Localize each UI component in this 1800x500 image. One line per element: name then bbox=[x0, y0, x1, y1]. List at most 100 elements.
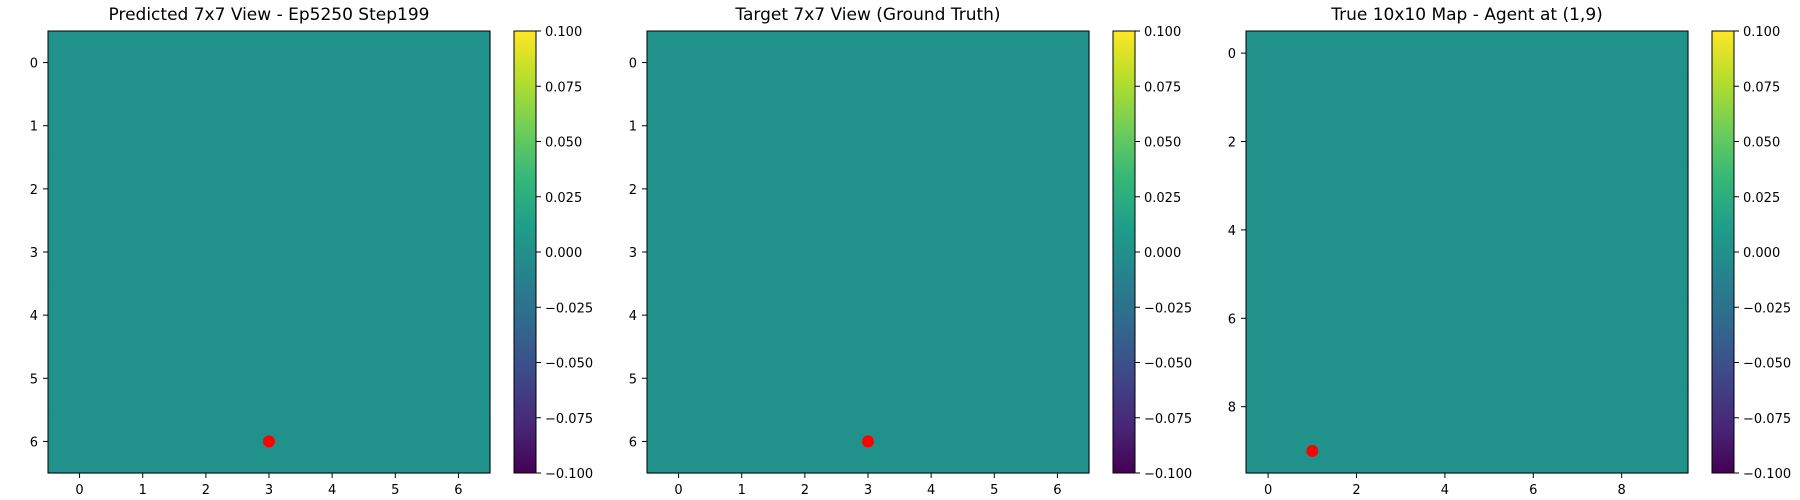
heatmap-cell bbox=[237, 157, 302, 222]
heatmap-cell bbox=[1025, 220, 1090, 285]
y-tick-label: 6 bbox=[30, 435, 38, 450]
x-tick-label: 8 bbox=[1618, 483, 1626, 498]
colorbar-gradient bbox=[1711, 30, 1735, 474]
heatmap-cell bbox=[1599, 163, 1645, 209]
heatmap-cell bbox=[300, 283, 365, 348]
heatmap-cell bbox=[1643, 384, 1689, 430]
y-tick-label: 0 bbox=[1228, 47, 1236, 62]
heatmap-cell bbox=[1511, 163, 1556, 209]
heatmap-cell bbox=[1599, 75, 1645, 120]
heatmap-cell bbox=[836, 31, 901, 95]
heatmap-cell bbox=[1334, 384, 1380, 430]
heatmap-cell bbox=[962, 409, 1027, 474]
heatmap-cell bbox=[1599, 296, 1645, 341]
heatmap-cell bbox=[1467, 340, 1512, 386]
heatmap-cell bbox=[1246, 296, 1291, 341]
colorbar-tick-label: 0.075 bbox=[545, 80, 582, 95]
heatmap-cell bbox=[1643, 207, 1689, 253]
heatmap-cell bbox=[836, 283, 901, 348]
colorbar-tick-label: 0.025 bbox=[1144, 191, 1181, 206]
x-tick-label: 4 bbox=[927, 483, 935, 498]
heatmap-cell bbox=[1025, 94, 1090, 158]
heatmap-cell bbox=[1511, 31, 1556, 76]
heatmap-cell bbox=[426, 157, 491, 222]
colorbar-tick-label: 0.075 bbox=[1743, 80, 1780, 95]
colorbar-tick-label: −0.050 bbox=[545, 357, 593, 372]
heatmap-cell bbox=[1599, 207, 1645, 253]
heatmap-cell bbox=[174, 220, 239, 285]
heatmap-cell bbox=[710, 409, 774, 474]
heatmap-cells bbox=[1246, 31, 1689, 474]
panels: Predicted 7x7 View - Ep5250 Step199 0 1 2 3 4… bbox=[30, 5, 1791, 498]
colorbar-tick-label: 0.050 bbox=[1144, 136, 1181, 151]
agent-marker bbox=[1306, 444, 1319, 457]
heatmap-cell bbox=[1025, 31, 1090, 95]
x-tick-label: 0 bbox=[1264, 483, 1272, 498]
heatmap-cell bbox=[426, 31, 491, 95]
axes-frame bbox=[1245, 30, 1689, 474]
heatmap-cell bbox=[1378, 384, 1424, 430]
heatmap-cell bbox=[1555, 384, 1601, 430]
heatmap-cell bbox=[710, 346, 774, 411]
heatmap-cell bbox=[1467, 384, 1512, 430]
heatmap-cell bbox=[300, 157, 365, 222]
heatmap-cell bbox=[426, 409, 491, 474]
heatmap-cell bbox=[1334, 296, 1380, 341]
heatmap-cell bbox=[1334, 119, 1380, 165]
heatmap-cell bbox=[1555, 119, 1601, 165]
heatmap-cell bbox=[1555, 163, 1601, 209]
colorbar-tick-label: 0.100 bbox=[545, 25, 582, 40]
heatmap-cell bbox=[962, 94, 1027, 158]
heatmap-cell bbox=[836, 94, 901, 158]
heatmap-cell bbox=[1334, 252, 1380, 297]
heatmap-cell bbox=[237, 94, 302, 158]
y-tick-label: 2 bbox=[30, 183, 38, 198]
y-tick-label: 2 bbox=[1228, 136, 1236, 151]
panel-title: Target 7x7 View (Ground Truth) bbox=[734, 5, 1000, 25]
heatmap-cell bbox=[899, 94, 964, 158]
heatmap-cell bbox=[1599, 252, 1645, 297]
heatmap-cell bbox=[1555, 340, 1601, 386]
colorbar-tick-label: −0.075 bbox=[545, 412, 593, 427]
heatmap-cell bbox=[710, 157, 774, 222]
colorbar-tick-label: 0.100 bbox=[1743, 25, 1780, 40]
x-tick-label: 6 bbox=[1529, 483, 1537, 498]
heatmap-cell bbox=[1467, 207, 1512, 253]
x-tick-label: 3 bbox=[864, 483, 872, 498]
x-tick-label: 3 bbox=[265, 483, 273, 498]
heatmap-cell bbox=[363, 94, 428, 158]
heatmap-cell bbox=[426, 220, 491, 285]
y-tick-label: 4 bbox=[30, 309, 38, 324]
heatmap-cell bbox=[1290, 207, 1335, 253]
heatmap-cell bbox=[1511, 252, 1556, 297]
heatmap-cell bbox=[1290, 296, 1335, 341]
heatmap-cell bbox=[1378, 75, 1424, 120]
heatmap-cell bbox=[1246, 428, 1291, 474]
heatmap-cell bbox=[1422, 340, 1468, 386]
heatmap-cell bbox=[1555, 75, 1601, 120]
x-tick-label: 0 bbox=[674, 483, 682, 498]
heatmap-cell bbox=[174, 31, 239, 95]
heatmap-cell bbox=[1246, 163, 1291, 209]
heatmap-cell bbox=[773, 346, 838, 411]
heatmap-cell bbox=[962, 157, 1027, 222]
heatmap-cell bbox=[1643, 163, 1689, 209]
colorbar-tick-label: −0.075 bbox=[1743, 412, 1791, 427]
heatmap-cell bbox=[1511, 340, 1556, 386]
colorbar-tick-label: −0.075 bbox=[1144, 412, 1192, 427]
agent-marker bbox=[862, 435, 874, 448]
heatmap-cell bbox=[48, 157, 112, 222]
heatmap-cell bbox=[48, 409, 112, 474]
heatmap-cell bbox=[647, 31, 711, 95]
heatmap-cell bbox=[237, 283, 302, 348]
heatmap-cell bbox=[1511, 207, 1556, 253]
colorbar-tick-label: −0.025 bbox=[545, 301, 593, 316]
heatmap-cell bbox=[899, 346, 964, 411]
colorbar-tick-label: 0.025 bbox=[545, 191, 582, 206]
colorbar: 0.100 0.075 0.050 0.025 0.000 −0.025 −0.050 −0.… bbox=[1112, 25, 1192, 482]
heatmap-cell bbox=[1643, 31, 1689, 76]
heatmap-cell bbox=[899, 409, 964, 474]
heatmap-cell bbox=[1334, 207, 1380, 253]
heatmap-cell bbox=[1290, 163, 1335, 209]
